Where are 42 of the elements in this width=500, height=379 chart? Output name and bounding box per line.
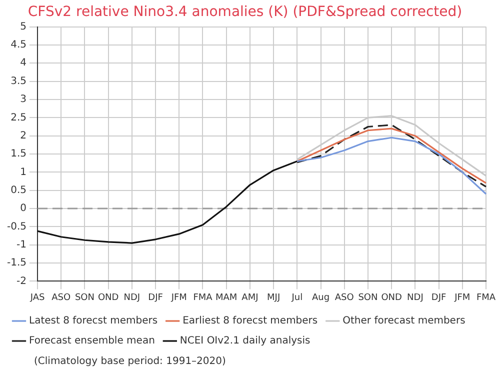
x-tick-label: JAS bbox=[29, 292, 45, 303]
x-tick-label: OND bbox=[98, 292, 119, 303]
y-tick-label: 4.5 bbox=[10, 40, 27, 51]
y-tick-label: 4 bbox=[20, 58, 27, 69]
y-tick-label: 3.5 bbox=[10, 76, 27, 87]
y-tick-label: 0.5 bbox=[10, 184, 27, 196]
x-tick-label: FMA bbox=[193, 292, 214, 303]
x-tick-label: NDJ bbox=[124, 292, 140, 303]
legend-label: NCEI OIv2.1 daily analysis bbox=[180, 336, 310, 347]
y-tick-label: -2 bbox=[16, 276, 27, 287]
y-tick-label: 3 bbox=[20, 94, 27, 106]
x-tick-label: ASO bbox=[52, 292, 71, 303]
y-tick-label: -1 bbox=[16, 239, 27, 250]
y-tick-label: 1 bbox=[20, 166, 27, 178]
text: (Climatology base period: 1991–2020) bbox=[33, 356, 227, 367]
x-tick-label: DJF bbox=[148, 292, 163, 303]
x-tick-label: JFM bbox=[170, 292, 187, 303]
y-tick-label: -0.5 bbox=[6, 221, 27, 232]
x-tick-label: Aug bbox=[312, 292, 330, 303]
x-tick-label: ASO bbox=[334, 292, 354, 303]
y-tick-label: 5 bbox=[20, 21, 27, 32]
legend-label: Other forecast members bbox=[342, 316, 466, 327]
y-tick-label: 2 bbox=[20, 130, 27, 142]
x-tick-label: MAM bbox=[216, 292, 238, 303]
y-tick-label: 2.5 bbox=[10, 112, 27, 124]
x-tick-label: MJJ bbox=[267, 292, 280, 303]
x-tick-label: FMA bbox=[476, 292, 496, 303]
legend-label: Latest 8 forecst members bbox=[29, 316, 158, 327]
y-tick-label: 0 bbox=[20, 203, 27, 214]
y-tick-label: 1.5 bbox=[10, 148, 27, 160]
x-tick-label: DJF bbox=[431, 292, 446, 303]
x-tick-label: NDJ bbox=[407, 292, 424, 303]
x-tick-label: Jul bbox=[290, 292, 303, 303]
chart-title: CFSv2 relative Nino3.4 anomalies (K) (PDF&Spread corrected) bbox=[28, 4, 462, 20]
y-tick-label: -1.5 bbox=[6, 258, 27, 269]
x-tick-label: JFM bbox=[454, 292, 470, 303]
x-tick-label: AMJ bbox=[242, 292, 258, 303]
x-tick-label: SON bbox=[358, 292, 378, 303]
x-tick-label: SON bbox=[74, 292, 94, 303]
x-tick-label: OND bbox=[381, 292, 402, 303]
legend-label: Forecast ensemble mean bbox=[29, 336, 155, 347]
legend-label: Earliest 8 forecst members bbox=[182, 316, 318, 327]
